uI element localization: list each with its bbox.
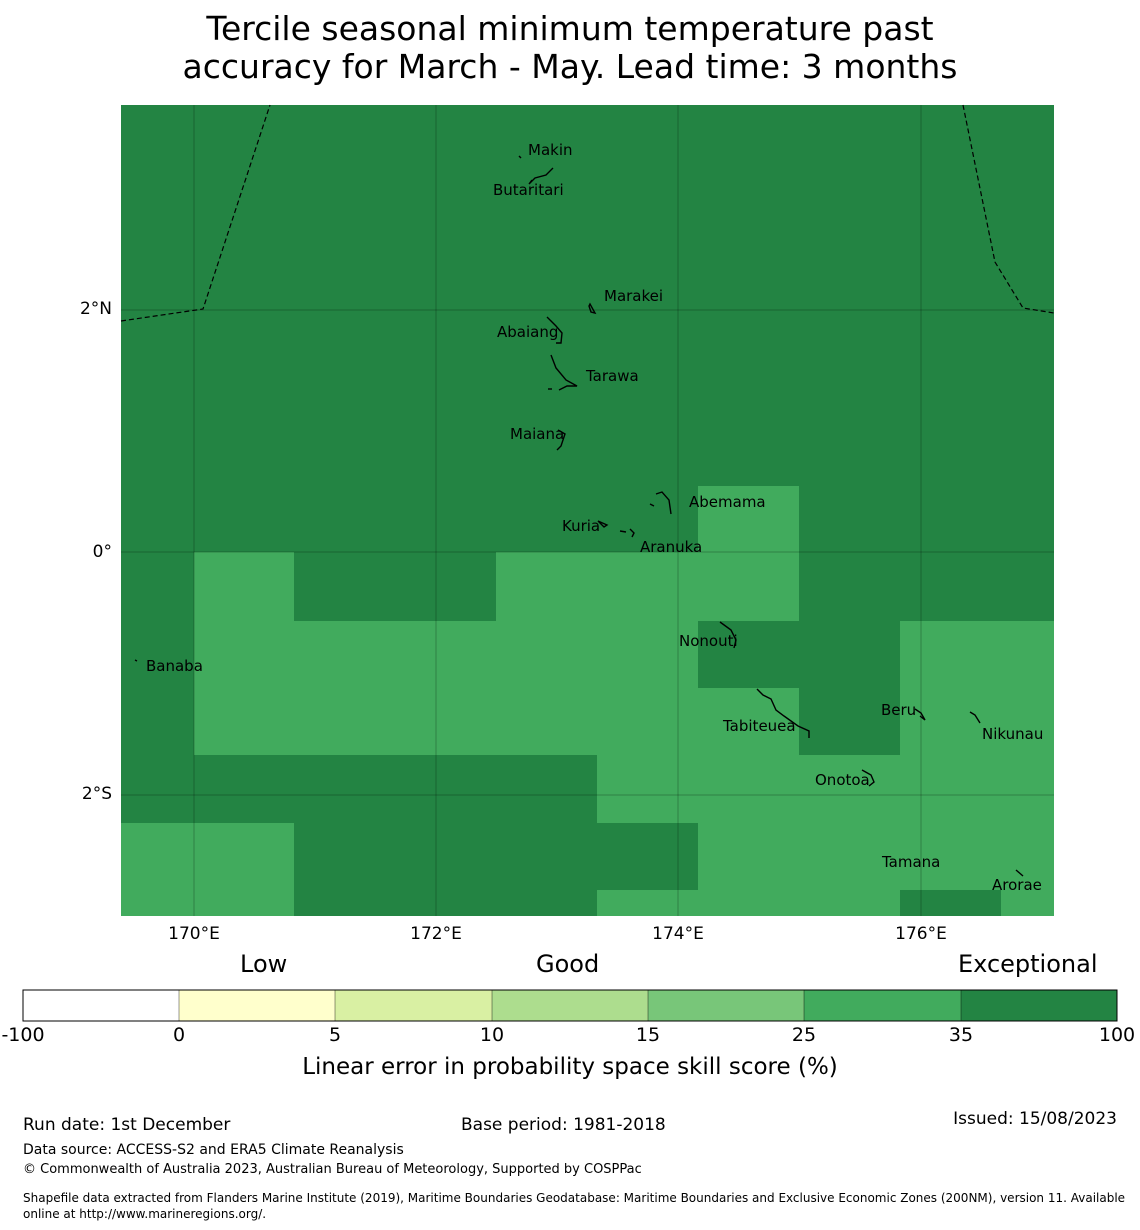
category-label-exceptional: Exceptional (958, 950, 1098, 978)
good-cell (597, 890, 900, 916)
island-outline (914, 708, 926, 721)
island-outline (619, 530, 627, 533)
colorbar (22, 989, 1118, 1022)
title-line-2: accuracy for March - May. Lead time: 3 m… (182, 47, 958, 86)
island-outline (528, 167, 554, 185)
colorbar-tick: 15 (635, 1024, 661, 1046)
place-label-makin: Makin (528, 141, 573, 159)
copyright: © Commonwealth of Australia 2023, Austra… (23, 1162, 642, 1177)
colorbar-tick: 10 (479, 1024, 505, 1046)
colorbar-tick: 25 (791, 1024, 817, 1046)
category-label-low: Low (240, 950, 288, 978)
place-label-onotoa: Onotoa (815, 771, 870, 789)
island-outline (1015, 869, 1024, 877)
place-label-tarawa: Tarawa (586, 367, 639, 385)
place-label-abemama: Abemama (689, 493, 766, 511)
run-date: Run date: 1st December (23, 1115, 231, 1135)
eez-boundary-west (120, 104, 271, 322)
colorbar-segment (179, 990, 335, 1021)
place-label-aranuka: Aranuka (640, 538, 703, 556)
title-line-1: Tercile seasonal minimum temperature pas… (206, 9, 934, 48)
good-skill-cells (121, 486, 1054, 916)
chart-title: Tercile seasonal minimum temperature pas… (0, 10, 1140, 86)
data-source: Data source: ACCESS-S2 and ERA5 Climate … (23, 1142, 404, 1158)
island-outline (719, 621, 737, 649)
island-outline (556, 429, 566, 451)
island-outline (518, 155, 522, 159)
place-label-tabiteuea: Tabiteuea (723, 717, 796, 735)
good-cell (496, 552, 799, 621)
shapefile-credit-line-1: Shapefile data extracted from Flanders M… (23, 1191, 1126, 1205)
good-cell (698, 688, 799, 755)
colorbar-tick: 35 (948, 1024, 974, 1046)
good-cell (194, 552, 294, 755)
y-tick-label: 2°S (81, 784, 112, 804)
island-outline (756, 688, 810, 738)
category-label-good: Good (536, 950, 600, 978)
good-cell (121, 823, 294, 916)
skill-map (120, 104, 1055, 916)
good-cell (597, 755, 1054, 823)
colorbar-segment (804, 990, 961, 1021)
y-tick-label: 2°N (79, 299, 112, 319)
island-outline (649, 503, 655, 507)
island-outline (969, 711, 981, 724)
colorbar-frame (22, 989, 1118, 1022)
island-outline (655, 491, 672, 515)
place-label-abaiang: Abaiang (497, 323, 559, 341)
issued-date: Issued: 15/08/2023 (953, 1109, 1117, 1129)
place-label-beru: Beru (881, 701, 917, 719)
island-outline (134, 659, 138, 662)
good-cell (294, 621, 698, 755)
base-period: Base period: 1981-2018 (461, 1115, 666, 1135)
good-cell (900, 621, 1054, 755)
island-outline (861, 769, 875, 787)
shapefile-credit-line-2: online at http://www.marineregions.org/. (23, 1207, 267, 1221)
island-outline (588, 302, 597, 315)
island-outline (597, 520, 609, 528)
colorbar-segment (335, 990, 492, 1021)
colorbar-title: Linear error in probability space skill … (302, 1054, 838, 1080)
x-tick-label: 174°E (652, 924, 704, 944)
place-label-nonouti: Nonouti (679, 632, 738, 650)
x-tick-label: 176°E (895, 924, 947, 944)
x-tick-label: 172°E (410, 924, 462, 944)
island-outlines (134, 155, 1024, 877)
place-label-butaritari: Butaritari (493, 181, 564, 199)
colorbar-segment (23, 990, 179, 1021)
colorbar-segment (648, 990, 804, 1021)
y-tick-label: 0° (92, 542, 112, 562)
place-label-banaba: Banaba (146, 657, 203, 675)
island-outline (550, 354, 578, 391)
good-cell (698, 823, 1054, 890)
place-label-tamana: Tamana (882, 853, 941, 871)
island-outline (546, 316, 563, 344)
eez-boundary-east (962, 104, 1055, 314)
eez-boundaries (120, 104, 1055, 322)
good-cell (1001, 890, 1054, 916)
colorbar-tick: 5 (328, 1024, 342, 1046)
colorbar-dividers (178, 990, 962, 1021)
place-label-arorae: Arorae (992, 876, 1042, 894)
place-label-nikunau: Nikunau (982, 725, 1044, 743)
gridlines (121, 105, 1054, 916)
colorbar-tick: -100 (1, 1024, 45, 1046)
colorbar-tick: 100 (1098, 1024, 1136, 1046)
place-label-kuria: Kuria (562, 517, 601, 535)
place-label-maiana: Maiana (510, 425, 565, 443)
colorbar-segment (961, 990, 1117, 1021)
x-tick-label: 170°E (168, 924, 220, 944)
colorbar-segment (492, 990, 648, 1021)
place-label-marakei: Marakei (604, 287, 664, 305)
colorbar-tick: 0 (172, 1024, 186, 1046)
island-outline (629, 528, 635, 538)
